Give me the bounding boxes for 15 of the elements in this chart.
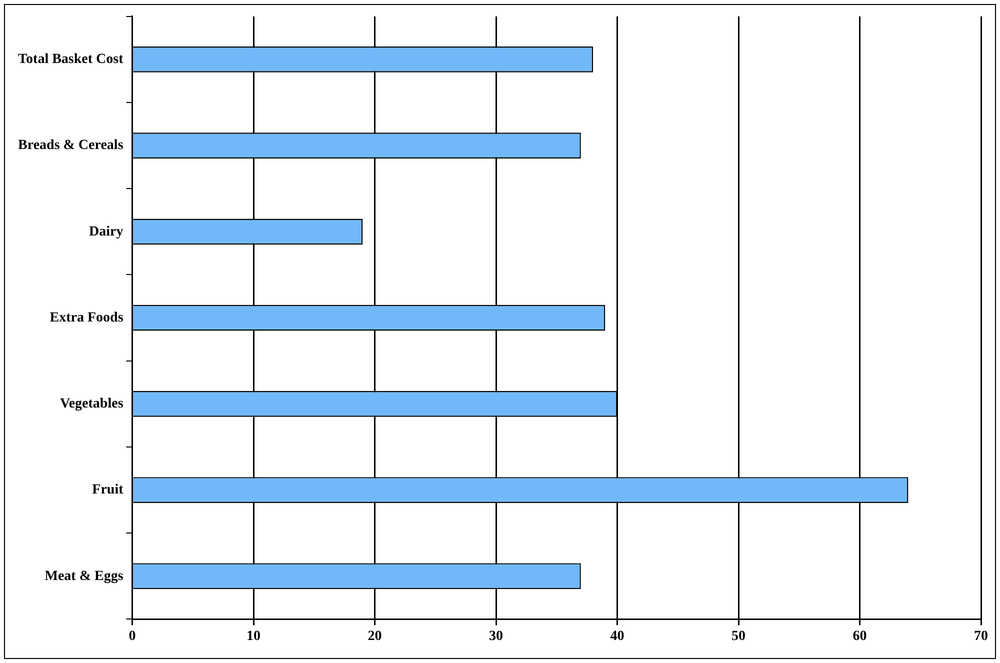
y-tick-label: Extra Foods [50,310,124,326]
y-tick-label: Dairy [89,224,124,240]
y-tick-label: Total Basket Cost [18,52,124,68]
x-tick-label: 70 [974,629,988,644]
x-tick-label: 50 [732,629,746,644]
y-tick-label: Vegetables [60,396,124,412]
x-tick-label: 30 [489,629,504,644]
y-tick-label: Breads & Cereals [18,138,124,154]
x-tick-label: 40 [610,629,624,644]
y-tick-label: Meat & Eggs [44,568,124,584]
x-tick-label: 20 [368,629,382,644]
x-tick-label: 10 [246,629,261,644]
x-tick-label: 60 [852,629,867,644]
x-tick-label: 0 [128,629,136,644]
y-tick-label: Fruit [92,482,124,498]
